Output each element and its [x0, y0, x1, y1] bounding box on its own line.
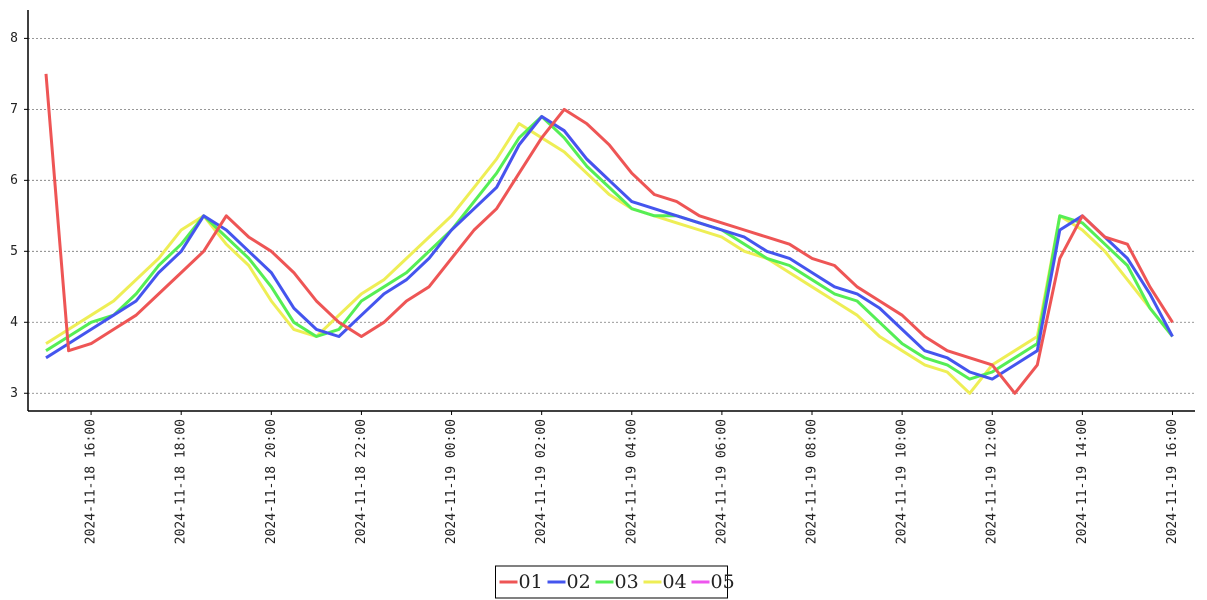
x-tick-label: 2024-11-19 04:00: [624, 419, 639, 544]
y-tick-label: 5: [10, 244, 18, 259]
legend-label: 01: [519, 571, 543, 593]
y-tick-label: 4: [10, 315, 18, 330]
series-line: [45, 115, 1174, 381]
series-line: [45, 122, 1174, 395]
x-tick-label: 2024-11-19 12:00: [985, 419, 1000, 544]
legend-item[interactable]: 04: [643, 571, 687, 593]
legend: 01 02 03 04 05: [495, 565, 735, 599]
lines: [44, 73, 1174, 395]
axes: 3 4 5 6 7 8 2024-11-18 16:00 2024-11-18 18:00 20…: [10, 10, 1195, 544]
legend-label: 04: [663, 571, 687, 593]
legend-item[interactable]: 02: [547, 571, 591, 593]
series-line: [45, 115, 1174, 381]
x-tick-label: 2024-11-19 02:00: [534, 419, 549, 544]
x-tick-label: 2024-11-19 06:00: [714, 419, 729, 544]
x-tick-label: 2024-11-18 16:00: [84, 419, 99, 544]
legend-item[interactable]: 03: [595, 571, 639, 593]
series-line: [44, 73, 1174, 395]
grid: [28, 37, 1195, 394]
y-tick-label: 8: [10, 31, 18, 46]
x-tick-label: 2024-11-19 16:00: [1165, 419, 1180, 544]
legend-item[interactable]: 05: [691, 571, 735, 593]
x-tick-label: 2024-11-19 14:00: [1075, 419, 1090, 544]
x-tick-label: 2024-11-19 00:00: [444, 419, 459, 544]
x-tick-label: 2024-11-18 20:00: [264, 419, 279, 544]
x-tick-label: 2024-11-18 22:00: [354, 419, 369, 544]
x-tick-label: 2024-11-18 18:00: [174, 419, 189, 544]
legend-label: 05: [711, 571, 735, 593]
x-tick-label: 2024-11-19 10:00: [895, 419, 910, 544]
legend-item[interactable]: 01: [499, 571, 543, 593]
y-tick-label: 3: [10, 386, 18, 401]
x-tick-label: 2024-11-19 08:00: [805, 419, 820, 544]
y-tick-label: 6: [10, 173, 18, 188]
legend-label: 03: [615, 571, 639, 593]
legend-label: 02: [567, 571, 591, 593]
y-tick-label: 7: [10, 102, 18, 117]
